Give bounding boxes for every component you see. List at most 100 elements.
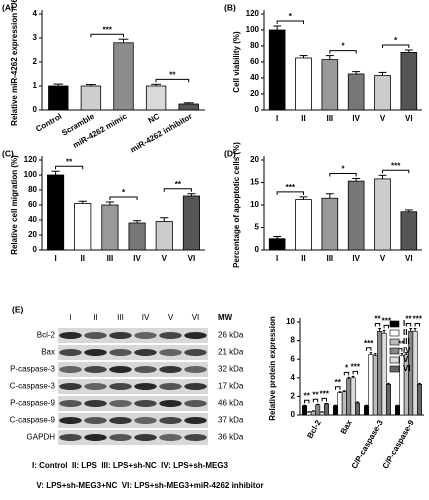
blot-band: [59, 366, 82, 373]
bar: [381, 332, 387, 416]
y-axis-label: Relative miR-4262 expression /U6: [10, 0, 19, 126]
y-tick-label: 4: [33, 9, 38, 18]
significance-bracket: [163, 188, 192, 192]
bar: [128, 222, 146, 251]
significance-label: ***: [391, 161, 401, 170]
legend-label: I: [403, 319, 405, 328]
significance-label: *: [394, 36, 398, 45]
blot-band: [109, 400, 132, 407]
significance-label: ***: [413, 315, 423, 324]
x-tick-label: NC: [147, 112, 162, 126]
x-tick-label: I: [54, 254, 56, 263]
lane-label: VI: [192, 313, 200, 322]
significance-label: **: [169, 70, 176, 79]
blot-band: [84, 332, 107, 339]
y-axis-label: Relative protein expression: [268, 316, 277, 421]
y-tick-label: 0: [33, 245, 38, 254]
lane-label: II: [93, 313, 97, 322]
blot-band: [184, 383, 207, 390]
mw-label: 17 kDa: [218, 382, 244, 391]
y-tick-label: 120: [246, 9, 260, 18]
blot-band: [59, 349, 82, 356]
bar: [321, 59, 339, 111]
mw-label: 37 kDa: [218, 416, 244, 425]
significance-bracket: [414, 323, 420, 327]
bar: [268, 29, 286, 111]
legend-label: VI: [403, 364, 411, 373]
blot-band: [184, 366, 207, 373]
row-label: GAPDH: [27, 433, 56, 442]
blot-band: [134, 400, 157, 407]
y-tick-label: 10: [250, 200, 259, 209]
blot-strip: [58, 413, 208, 428]
x-tick-label: II: [301, 114, 305, 123]
y-axis-label: Relative cell migration (%): [10, 155, 19, 255]
x-tick-label: IV: [133, 254, 141, 263]
significance-bracket: [382, 169, 410, 174]
legend-swatch: [389, 356, 400, 364]
blot-band: [109, 332, 132, 339]
panel-label: (D): [224, 148, 236, 158]
x-tick-label: IV: [352, 254, 360, 263]
significance-bracket: [335, 386, 341, 390]
mw-label: 26 kDa: [218, 331, 244, 340]
bar: [178, 103, 199, 111]
blot-band: [109, 434, 132, 441]
mw-label: 21 kDa: [218, 348, 244, 357]
legend-swatch: [389, 347, 400, 355]
blot-band: [159, 383, 182, 390]
y-tick-label: 3: [33, 33, 38, 42]
row-label: Bax: [41, 348, 55, 357]
blot-strip: [58, 430, 208, 445]
bar: [101, 204, 119, 251]
bar: [341, 391, 347, 416]
bar: [400, 211, 418, 251]
significance-label: ***: [382, 316, 392, 325]
legend-label: V: [403, 355, 409, 364]
significance-bracket: [405, 323, 412, 327]
bar: [47, 174, 65, 251]
blot-band: [184, 332, 207, 339]
bar: [145, 85, 167, 111]
blot-band: [109, 417, 132, 424]
x-tick-label: VI: [188, 254, 196, 263]
bar: [321, 197, 339, 251]
blot-band: [159, 417, 182, 424]
significance-label: **: [66, 157, 73, 166]
x-tick-label: III: [326, 114, 333, 123]
significance-label: *: [345, 363, 349, 372]
blot-band: [159, 366, 182, 373]
y-tick-label: 120: [24, 155, 38, 164]
bar: [412, 330, 418, 416]
significance-label: ***: [320, 389, 330, 398]
y-tick-label: 10: [286, 317, 295, 326]
x-tick-label: V: [380, 114, 386, 123]
y-tick-label: 1: [33, 81, 38, 90]
caption-line: V: LPS+sh-MEG3+NC VI: LPS+sh-MEG3+miR-42…: [36, 481, 263, 490]
x-tick-label: C/P-caspase-3: [350, 418, 385, 470]
x-tick-label: VI: [405, 114, 413, 123]
row-label: P-caspase-9: [10, 399, 55, 408]
bar: [364, 405, 370, 416]
blot-band: [84, 434, 107, 441]
significance-bracket: [55, 165, 84, 170]
y-tick-label: 20: [28, 230, 37, 239]
x-tick-label: IV: [352, 114, 360, 123]
bar: [395, 405, 401, 416]
bar: [74, 203, 92, 251]
legend-label: II: [403, 328, 407, 337]
significance-bracket: [382, 44, 410, 48]
y-tick-label: 60: [28, 200, 37, 209]
bar: [385, 384, 391, 416]
bar: [323, 403, 329, 416]
x-tick-label: VI: [405, 254, 413, 263]
legend-swatch: [389, 365, 400, 373]
significance-bracket: [321, 397, 327, 402]
significance-bracket: [90, 33, 124, 38]
bar: [374, 75, 391, 111]
blot-band: [84, 349, 107, 356]
significance-label: ***: [395, 340, 405, 349]
y-tick-label: 0: [291, 410, 296, 419]
blot-band: [159, 349, 182, 356]
bar: [310, 410, 316, 416]
